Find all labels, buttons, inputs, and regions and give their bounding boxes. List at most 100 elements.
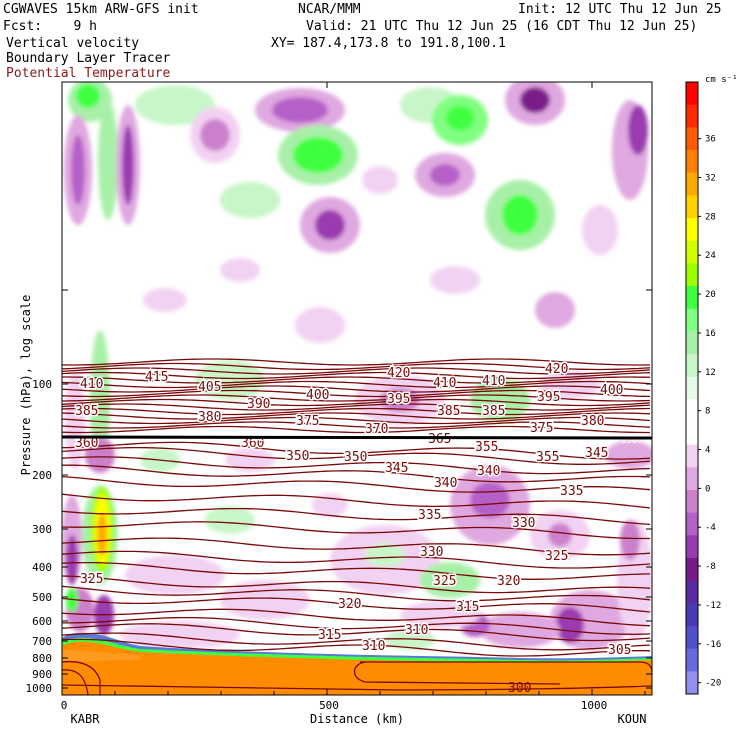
theta-label: 320 <box>497 574 520 589</box>
colorbar-swatch <box>686 218 698 242</box>
colorbar-swatch <box>686 671 698 695</box>
theta-label: 410 <box>433 376 456 391</box>
theta-contours <box>62 358 651 657</box>
theta-contour-line <box>62 623 651 642</box>
theta-label: 340 <box>477 464 500 479</box>
theta-contour-line <box>62 537 651 556</box>
terrain-shading <box>62 641 652 695</box>
colorbar-labels: 36 32 28 24 20 16 12 8 4 0 -4 -8 -12 -16 -20 <box>698 135 721 689</box>
y-axis-title: Pressure (hPa), log scale <box>19 295 33 476</box>
field-label-vertical-velocity: Vertical velocity <box>6 36 140 51</box>
colorbar-label: 32 <box>705 174 716 184</box>
theta-label: 330 <box>420 545 443 560</box>
theta-label: 335 <box>418 508 441 523</box>
y-axis-ticks <box>62 81 652 689</box>
init-time: Init: 12 UTC Thu 12 Jun 25 <box>518 2 722 17</box>
colorbar-swatch <box>686 580 698 604</box>
colorbar <box>685 81 699 695</box>
theta-label: 395 <box>387 392 410 407</box>
colorbar-frame <box>685 81 699 695</box>
theta-contour-line <box>62 475 651 493</box>
colorbar-label: 0 <box>705 484 710 494</box>
y-tick-800: 800 <box>32 652 52 665</box>
colorbar-swatch <box>686 331 698 355</box>
y-tick-100: 100 <box>32 378 52 391</box>
colorbar-swatch <box>686 240 698 264</box>
y-tick-600: 600 <box>32 615 52 628</box>
theta-label: 315 <box>456 600 479 615</box>
theta-labels: 415 410 405 400 420 410 410 420 400 385 380 390 375 3… <box>74 361 638 660</box>
theta-label: 325 <box>433 574 456 589</box>
theta-label: 410 <box>80 377 103 392</box>
left-station-label: KABR <box>71 712 101 726</box>
theta-contour-line <box>62 394 651 402</box>
x-axis-labels: 0 500 1000 <box>61 699 608 712</box>
theta-label: 325 <box>545 549 568 564</box>
colorbar-swatch <box>686 444 698 468</box>
theta-label: 345 <box>585 446 608 461</box>
theta-contour-line <box>62 367 651 375</box>
theta-label: 340 <box>434 476 457 491</box>
colorbar-swatch <box>686 150 698 174</box>
theta-label: 375 <box>296 414 319 429</box>
colorbar-label: 8 <box>705 407 710 417</box>
field-label-tracer: Boundary Layer Tracer <box>6 51 171 66</box>
colorbar-label: 28 <box>705 212 716 222</box>
colorbar-swatch <box>686 308 698 332</box>
theta-contour-line <box>62 362 651 371</box>
theta-contour-line <box>62 464 651 483</box>
theta-contour-line <box>62 371 651 380</box>
colorbar-label: 4 <box>705 446 710 456</box>
colorbar-label: 36 <box>705 135 716 145</box>
theta-label: 400 <box>600 383 623 398</box>
colorbar-unit: cm s⁻¹ <box>705 75 738 85</box>
theta-label: 150 <box>621 436 637 446</box>
colorbar-swatch <box>686 286 698 310</box>
theta-label: 380 <box>198 410 221 425</box>
theta-contour-line <box>62 385 651 393</box>
theta-label: 360 <box>75 436 98 451</box>
cross-section-coords: XY= 187.4,173.8 to 191.8,100.1 <box>271 36 506 51</box>
theta-label: 410 <box>482 374 505 389</box>
colorbar-swatch <box>686 195 698 219</box>
theta-label: 385 <box>437 404 460 419</box>
theta-contour-line <box>62 425 650 434</box>
colorbar-label: 24 <box>705 251 716 261</box>
theta-contour-line <box>62 597 651 613</box>
theta-contour-line <box>62 585 651 602</box>
colorbar-swatch <box>686 490 698 514</box>
theta-label: 360 <box>241 436 264 451</box>
theta-contour-line <box>62 412 651 420</box>
theta-contour-line <box>62 632 651 651</box>
x-tick-500: 500 <box>319 699 339 712</box>
colorbar-label: -4 <box>705 523 716 533</box>
model-title: CGWAVES 15km ARW-GFS init <box>3 2 199 17</box>
theta-label: 320 <box>338 597 361 612</box>
theta-contour-line <box>62 561 651 580</box>
theta-label: 405 <box>198 380 221 395</box>
x-axis-title: Distance (km) <box>310 712 404 726</box>
theta-label: 385 <box>482 404 505 419</box>
field-label-theta: Potential Temperature <box>6 66 171 81</box>
theta-contour-line <box>62 403 651 411</box>
colorbar-label: -16 <box>705 640 721 650</box>
theta-label: 150 <box>193 434 209 444</box>
theta-contour-line <box>62 575 651 594</box>
colorbar-swatch <box>686 603 698 627</box>
y-tick-900: 900 <box>32 668 52 681</box>
plot-frame <box>61 81 653 696</box>
theta-label: 315 <box>318 628 341 643</box>
theta-contour-line <box>62 456 651 475</box>
theta-contour-line <box>62 493 651 509</box>
colorbar-label: 12 <box>705 368 716 378</box>
theta-label: 420 <box>387 366 410 381</box>
theta-label: 375 <box>530 421 553 436</box>
theta-contour-line <box>62 389 651 398</box>
theta-contour-line <box>62 380 651 389</box>
colorbar-swatch <box>686 467 698 491</box>
colorbar-swatch <box>686 127 698 151</box>
theta-label: 390 <box>247 397 270 412</box>
colorbar-swatch <box>686 512 698 536</box>
colorbar-label: -20 <box>705 679 721 689</box>
